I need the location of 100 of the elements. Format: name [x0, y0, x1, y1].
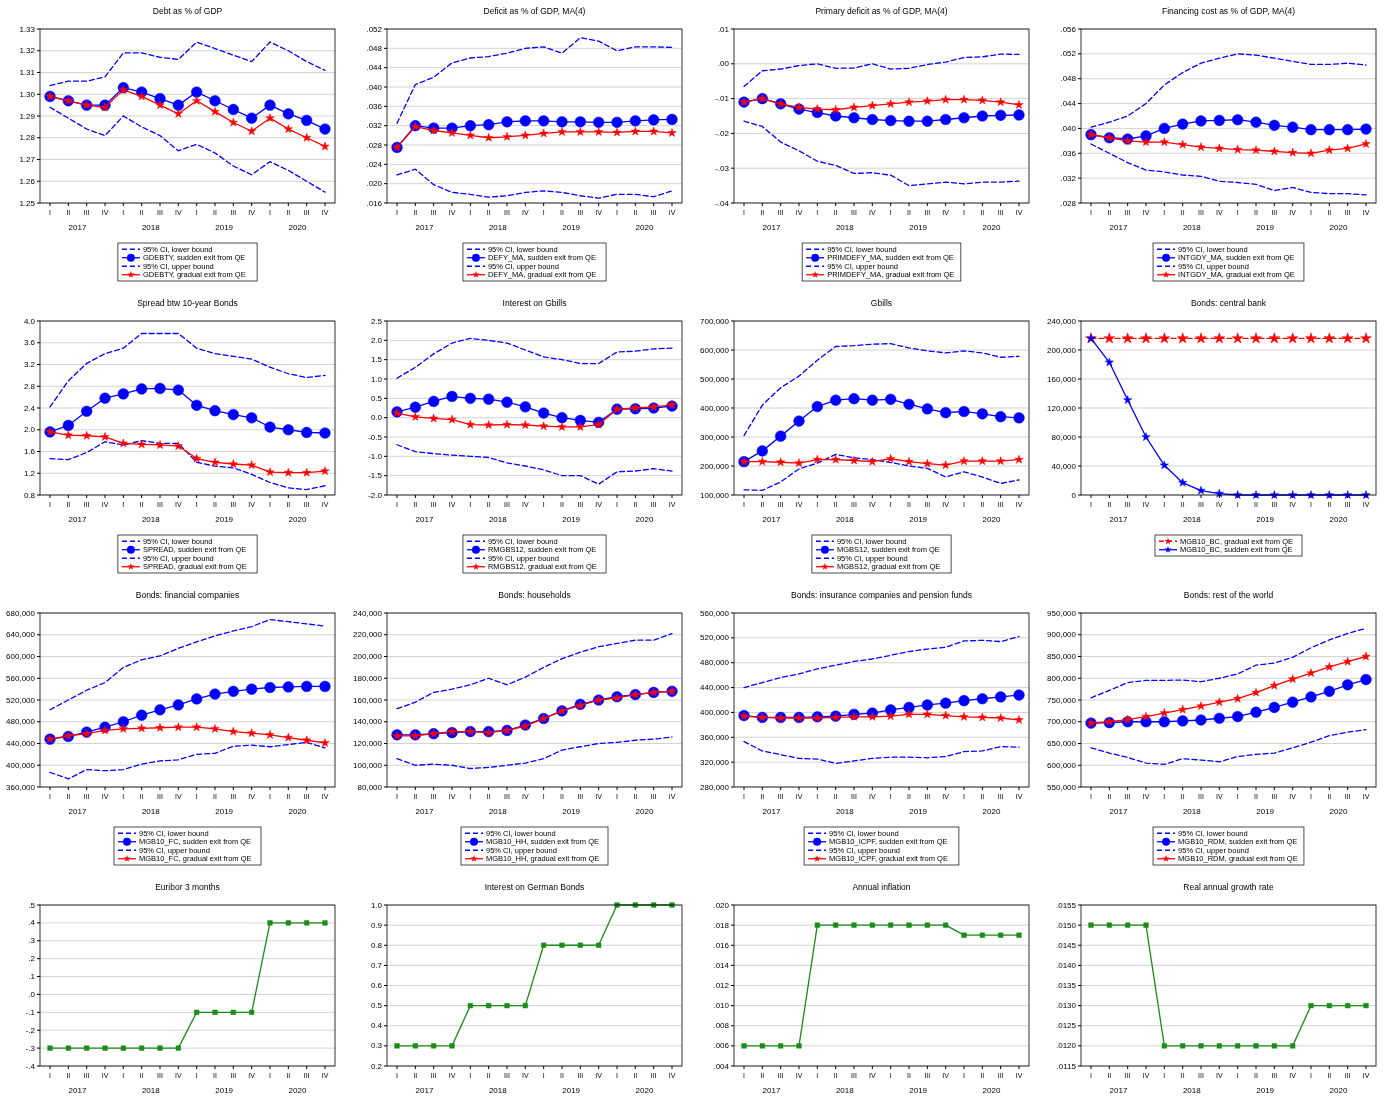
y-tick-label: 0.8 [370, 940, 383, 950]
y-tick-label: .0155 [1055, 900, 1077, 910]
y-tick-label: 680,000 [6, 608, 36, 618]
text: 2019 [562, 1086, 581, 1095]
y-tick-label: 1.28 [19, 133, 36, 143]
text: 2017 [68, 1086, 87, 1095]
text: 2018 [1182, 807, 1202, 816]
y-tick-label: 1.30 [19, 89, 36, 99]
y-tick-label: .020 [713, 900, 730, 910]
text: 2020 [1329, 807, 1348, 816]
text: 2018 [141, 807, 161, 816]
y-tick-label: 3.2 [23, 360, 36, 370]
y-tick-label: .036 [1060, 148, 1077, 158]
y-tick-label: -0.5 [368, 432, 383, 442]
y-tick-label: 0.7 [370, 960, 383, 970]
y-tick-label: 80,000 [357, 782, 383, 792]
y-tick-label: .048 [366, 43, 383, 53]
text: 2018 [835, 807, 855, 816]
text: 2020 [635, 807, 654, 816]
text: 2017 [68, 807, 87, 816]
y-tick-label: -2.0 [368, 490, 383, 500]
text: 2017 [762, 515, 781, 524]
y-tick-label: 1.25 [19, 198, 36, 208]
chart-title: Annual inflation [852, 882, 911, 892]
y-tick-label: 500,000 [700, 374, 730, 384]
y-tick-label: 850,000 [1047, 652, 1077, 662]
y-tick-label: .040 [1060, 123, 1077, 133]
chart-title: Primary deficit as % of GDP, MA(4) [815, 6, 948, 16]
text: 2018 [835, 515, 855, 524]
y-tick-label: -.1 [25, 1007, 36, 1017]
text: 2017 [1109, 515, 1128, 524]
y-tick-label: 120,000 [1047, 403, 1077, 413]
y-tick-label: .0 [28, 990, 36, 999]
chart-title: Gbills [870, 298, 893, 308]
y-tick-label: 1.32 [19, 46, 36, 56]
y-tick-label: .048 [1060, 74, 1077, 84]
y-tick-label: 3.6 [23, 338, 36, 348]
y-tick-label: 700,000 [700, 316, 730, 326]
text: 2020 [288, 1086, 307, 1095]
text: 2019 [215, 1086, 234, 1095]
chart-title: Bonds: financial companies [135, 590, 240, 600]
text: 2018 [1182, 515, 1202, 524]
y-tick-label: .032 [366, 121, 383, 131]
y-tick-label: -.04 [715, 198, 730, 208]
chart-title: Financing cost as % of GDP, MA(4) [1161, 6, 1296, 16]
y-tick-label: 0.5 [370, 393, 383, 403]
y-tick-label: .004 [713, 1061, 730, 1071]
text: 2020 [288, 807, 307, 816]
text: 2020 [1329, 515, 1348, 524]
text: 2017 [1109, 807, 1128, 816]
y-tick-label: 1.26 [19, 176, 36, 186]
text: 2020 [1329, 223, 1348, 232]
y-tick-label: .0150 [1055, 920, 1077, 930]
text: 2017 [68, 515, 87, 524]
y-tick-label: 600,000 [1047, 760, 1077, 770]
y-tick-label: 100,000 [353, 760, 383, 770]
text: 2019 [1256, 1086, 1275, 1095]
y-tick-label: .0135 [1055, 981, 1077, 991]
y-tick-label: -.2 [25, 1025, 36, 1035]
chart-title: Deficit as % of GDP, MA(4) [483, 6, 586, 16]
y-tick-label: 0.4 [370, 1021, 383, 1031]
y-tick-label: .01 [717, 24, 730, 34]
y-tick-label: .0130 [1055, 1001, 1077, 1011]
y-tick-label: 650,000 [1047, 739, 1077, 749]
chart-title: Interest on German Bonds [484, 882, 585, 892]
y-tick-label: .024 [366, 159, 383, 169]
y-tick-label: .010 [713, 1001, 730, 1011]
y-tick-label: 600,000 [6, 652, 36, 662]
y-tick-label: -1.5 [368, 471, 383, 481]
chart-title: Interest on Gbills [502, 298, 567, 308]
y-tick-label: .012 [713, 981, 730, 991]
text: 2018 [488, 515, 508, 524]
text: 2019 [562, 223, 581, 232]
y-tick-label: 240,000 [1047, 316, 1077, 326]
y-tick-label: 0.9 [370, 920, 383, 930]
text: 2017 [1109, 223, 1128, 232]
y-tick-label: 750,000 [1047, 695, 1077, 705]
y-tick-label: 1.33 [19, 24, 36, 34]
text: 2018 [835, 1086, 855, 1095]
chart-title: Euribor 3 months [155, 882, 220, 892]
text: 2019 [215, 807, 234, 816]
y-tick-label: -.3 [25, 1043, 36, 1053]
y-tick-label: 0.3 [370, 1041, 383, 1051]
text: 2020 [288, 515, 307, 524]
text: 2017 [762, 1086, 781, 1095]
text: 2020 [982, 807, 1001, 816]
text: 2020 [982, 515, 1001, 524]
text: 2020 [288, 223, 307, 232]
y-tick-label: -.4 [25, 1061, 36, 1071]
y-tick-label: .0140 [1055, 960, 1077, 970]
y-tick-label: .5 [28, 900, 36, 910]
text: 2019 [1256, 515, 1275, 524]
text: 2019 [909, 223, 928, 232]
y-tick-label: .016 [713, 940, 730, 950]
y-tick-label: 900,000 [1047, 630, 1077, 640]
y-tick-label: 440,000 [700, 683, 730, 693]
text: 2020 [982, 223, 1001, 232]
y-tick-label: 100,000 [700, 490, 730, 500]
y-tick-label: 520,000 [700, 633, 730, 643]
y-tick-label: 160,000 [353, 695, 383, 705]
